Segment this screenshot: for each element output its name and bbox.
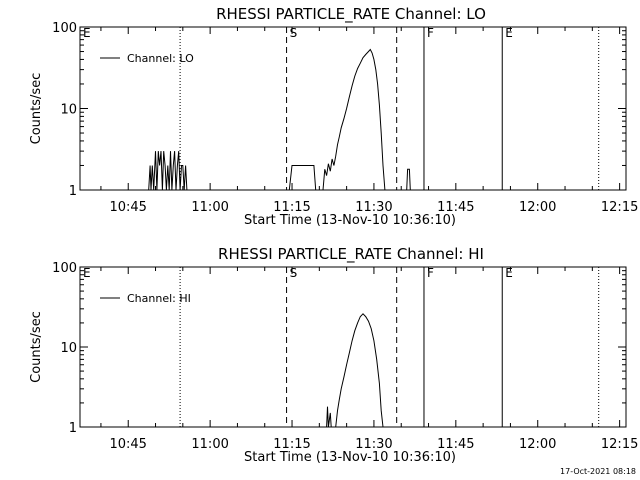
event-marker-label: F <box>427 26 434 40</box>
x-tick-label: 12:00 <box>519 200 556 215</box>
legend-label: Channel: LO <box>127 52 194 65</box>
series-line <box>288 165 317 191</box>
x-tick-label: 11:00 <box>191 200 228 215</box>
x-tick-label: 11:45 <box>437 437 474 452</box>
x-tick-label: 11:00 <box>191 437 228 452</box>
x-axis-label: Start Time (13-Nov-10 10:36:10) <box>244 450 456 465</box>
chart-title: RHESSI PARTICLE_RATE Channel: LO <box>216 5 486 24</box>
plot-frame <box>79 266 627 428</box>
y-tick-label: 100 <box>52 261 77 276</box>
generation-timestamp: 17-Oct-2021 08:18 <box>560 467 636 476</box>
series-line <box>322 48 386 191</box>
event-marker-label: F <box>427 266 434 280</box>
chart-title: RHESSI PARTICLE_RATE Channel: HI <box>218 245 484 264</box>
x-tick-label: 10:45 <box>109 200 146 215</box>
x-axis-label: Start Time (13-Nov-10 10:36:10) <box>244 213 456 228</box>
event-marker-label: E <box>505 266 513 280</box>
y-tick-label: 1 <box>69 184 77 199</box>
x-tick-label: 11:15 <box>273 437 310 452</box>
y-tick-label: 1 <box>69 421 77 436</box>
chart-panel-0: RHESSI PARTICLE_RATE Channel: LO 10:45 11:… <box>29 5 638 228</box>
x-tick-label: 11:30 <box>355 200 392 215</box>
x-tick-label: 12:15 <box>601 200 638 215</box>
y-axis-label: Counts/sec <box>29 311 44 383</box>
series-line <box>148 151 188 191</box>
x-tick-label: 11:15 <box>273 200 310 215</box>
event-marker-label: E <box>505 26 513 40</box>
event-marker-label: E <box>83 266 91 280</box>
chart-panel-1: RHESSI PARTICLE_RATE Channel: HI 10:45 11:… <box>29 245 638 465</box>
y-tick-label: 10 <box>60 341 77 356</box>
y-tick-label: 10 <box>60 103 77 118</box>
x-tick-label: 11:45 <box>437 200 474 215</box>
x-tick-label: 11:30 <box>355 437 392 452</box>
legend-label: Channel: HI <box>127 292 191 305</box>
y-axis-label: Counts/sec <box>29 73 44 145</box>
event-marker-label: S <box>290 266 298 280</box>
series-line <box>406 168 411 191</box>
x-tick-label: 10:45 <box>109 437 146 452</box>
y-tick-label: 100 <box>52 21 77 36</box>
event-marker-label: E <box>83 26 91 40</box>
event-marker-label: S <box>290 26 298 40</box>
x-tick-label: 12:00 <box>519 437 556 452</box>
series-line <box>326 313 384 428</box>
x-tick-label: 12:15 <box>601 437 638 452</box>
